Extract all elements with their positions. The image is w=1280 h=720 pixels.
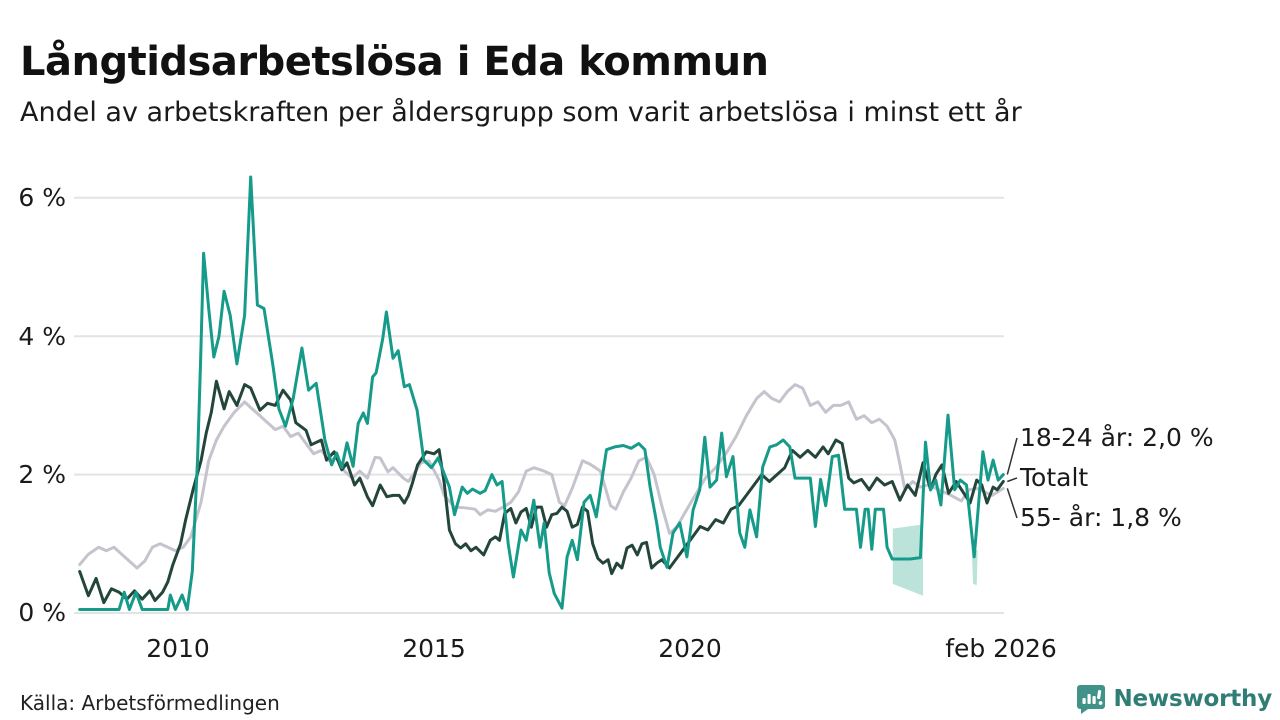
- y-tick-6: 6 %: [18, 183, 66, 212]
- end-label-connector-55: [1006, 488, 1018, 519]
- y-tick-4: 4 %: [18, 322, 66, 351]
- y-tick-0: 0 %: [18, 598, 66, 627]
- end-label-connector-18-24: [1006, 437, 1018, 475]
- x-tick-2015: 2015: [402, 634, 466, 663]
- newsworthy-icon: [1077, 685, 1106, 714]
- newsworthy-logo: Newsworthy: [1075, 683, 1272, 715]
- y-tick-2: 2 %: [18, 460, 66, 489]
- x-tick-feb-2026: feb 2026: [945, 634, 1057, 663]
- end-label-connector-totalt: [1007, 477, 1018, 483]
- series-line-18-24: [78, 175, 1005, 611]
- chart-subtitle: Andel av arbetskraften per åldersgrupp s…: [20, 97, 1022, 128]
- x-tick-2020: 2020: [658, 634, 722, 663]
- end-label-totalt: Totalt: [1020, 463, 1089, 492]
- end-label-55: 55- år: 1,8 %: [1020, 503, 1182, 532]
- series-line-totalt: [78, 379, 1005, 605]
- newsworthy-wordmark: Newsworthy: [1113, 686, 1272, 712]
- x-tick-2010: 2010: [146, 634, 210, 663]
- page-title: Långtidsarbetslösa i Eda kommun: [20, 38, 769, 85]
- series-line-55: [78, 383, 1005, 570]
- source-note: Källa: Arbetsförmedlingen: [20, 691, 280, 715]
- end-label-18-24: 18-24 år: 2,0 %: [1020, 423, 1214, 452]
